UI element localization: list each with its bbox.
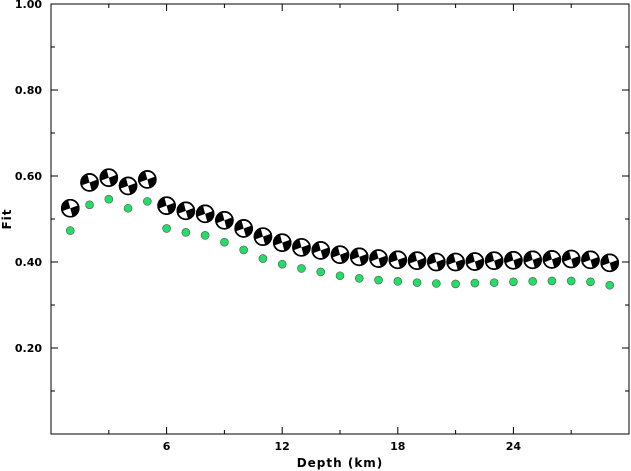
fit-dot [374, 275, 383, 285]
focal-mechanism-marker [330, 245, 350, 264]
plot-frame [50, 3, 630, 435]
focal-mechanism-marker [484, 251, 504, 271]
fit-dot [65, 226, 75, 235]
y-tick-label: 0.80 [15, 84, 42, 97]
focal-mechanism-marker [215, 210, 234, 230]
fit-dot [393, 277, 403, 286]
fit-dot [239, 245, 248, 255]
x-axis-label: Depth (km) [297, 456, 384, 470]
fit-dot [566, 276, 576, 286]
focal-mechanism-marker [60, 198, 80, 218]
focal-mechanism-marker [99, 168, 119, 188]
focal-mechanism-marker [157, 196, 176, 215]
focal-mechanism-marker [349, 247, 369, 267]
fit-dot [489, 278, 499, 287]
x-tick-label: 6 [163, 440, 171, 453]
focal-mechanism-marker [581, 250, 600, 270]
x-tick-label: 12 [275, 440, 290, 453]
fit-dot [335, 271, 345, 281]
focal-mechanism-marker [292, 238, 311, 257]
fit-dot [123, 203, 133, 213]
focal-mechanism-marker [80, 173, 99, 192]
fit-dot [181, 228, 191, 237]
fit-dot [258, 254, 268, 263]
fit-dot [509, 277, 518, 287]
fit-dot [104, 194, 114, 204]
focal-mechanism-marker [272, 233, 292, 252]
focal-mechanism-marker [427, 252, 446, 272]
fit-dot [297, 264, 306, 273]
focal-mechanism-marker [176, 201, 196, 221]
focal-mechanism-marker [523, 250, 542, 270]
y-axis: 0.20 0.40 0.60 0.80 1.00 [15, 0, 629, 392]
focal-mechanism-marker [234, 219, 253, 238]
fit-dot [316, 267, 326, 277]
fit-dot [162, 224, 171, 233]
y-axis-label: Fit [0, 208, 14, 229]
fit-dot [354, 274, 364, 283]
focal-mechanism-marker [311, 241, 331, 260]
y-tick-label: 0.20 [15, 342, 42, 355]
x-axis: 6 12 18 24 [108, 4, 572, 453]
focal-mechanism-marker [465, 252, 485, 271]
focal-mechanism-marker [118, 176, 138, 196]
focal-mechanism-marker [542, 250, 562, 269]
fit-dot [277, 259, 287, 269]
y-tick-label: 1.00 [15, 0, 42, 11]
fit-dot [220, 237, 229, 247]
focal-mechanism-marker [446, 252, 465, 272]
y-tick-label: 0.60 [15, 170, 42, 183]
fit-dot [85, 200, 94, 210]
focal-mechanism-marker [600, 253, 620, 273]
fit-dot [470, 278, 480, 288]
y-tick-label: 0.40 [15, 256, 42, 269]
green-dot-series [65, 194, 615, 290]
x-tick-label: 24 [506, 440, 522, 453]
focal-mechanism-marker [504, 250, 523, 270]
fit-dot [586, 277, 595, 287]
focal-mechanism-marker [561, 249, 581, 269]
fit-dot [605, 280, 615, 290]
fit-dot [451, 279, 460, 289]
fit-dot [432, 279, 441, 288]
focal-mechanism-marker [388, 250, 408, 270]
fit-dot [547, 276, 557, 286]
fit-dot [412, 278, 422, 287]
focal-mechanism-marker [407, 251, 427, 271]
focal-mechanism-series [60, 168, 620, 273]
focal-mechanism-marker [369, 249, 388, 268]
focal-mechanism-marker [138, 170, 157, 189]
fit-dot [143, 197, 152, 206]
focal-mechanism-marker [195, 204, 215, 224]
focal-mechanism-marker [253, 227, 273, 246]
x-tick-label: 18 [390, 440, 405, 453]
fit-dot [528, 277, 537, 286]
fit-dot [200, 231, 210, 240]
